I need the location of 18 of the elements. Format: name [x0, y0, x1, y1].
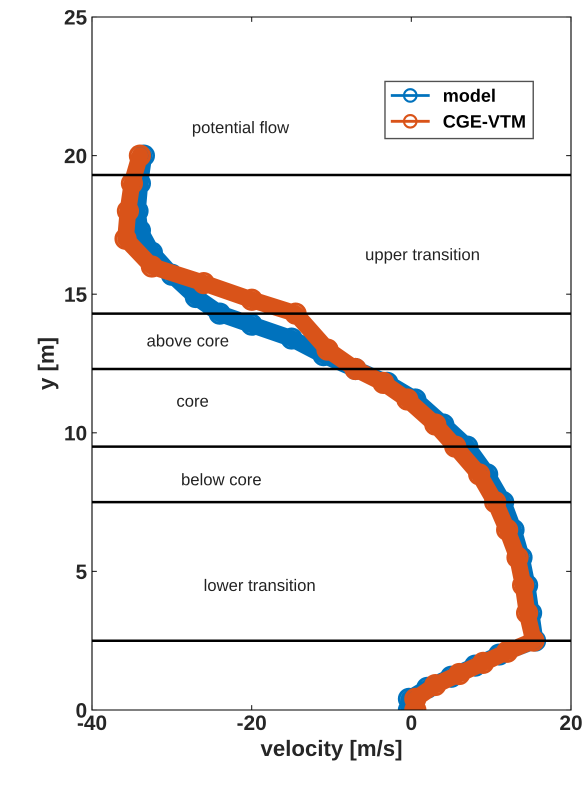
- x-tick-label: -20: [237, 715, 266, 730]
- ref-line-label: core: [177, 398, 208, 407]
- y-tick-label: 5: [76, 564, 87, 580]
- y-tick-label: 15: [65, 287, 87, 302]
- y-tick-label: 25: [64, 10, 87, 25]
- y-tick-label: 20: [64, 148, 86, 164]
- y-axis-title: y [m]: [38, 338, 58, 390]
- y-tick-label: 10: [65, 426, 86, 441]
- x-axis-title: velocity [m/s]: [260, 740, 402, 761]
- ref-line-label: below core: [182, 473, 261, 486]
- ref-line-label: upper transition: [366, 248, 479, 264]
- ref-line-label: potential flow: [192, 121, 290, 137]
- annotation: lower transition: [204, 578, 315, 592]
- legend-label: CGE-VTM: [444, 115, 525, 128]
- x-tick-label: 0: [406, 715, 416, 730]
- ref-line-label: above core: [147, 334, 228, 347]
- x-tick-label: 20: [560, 715, 582, 730]
- legend-label: model: [444, 88, 495, 102]
